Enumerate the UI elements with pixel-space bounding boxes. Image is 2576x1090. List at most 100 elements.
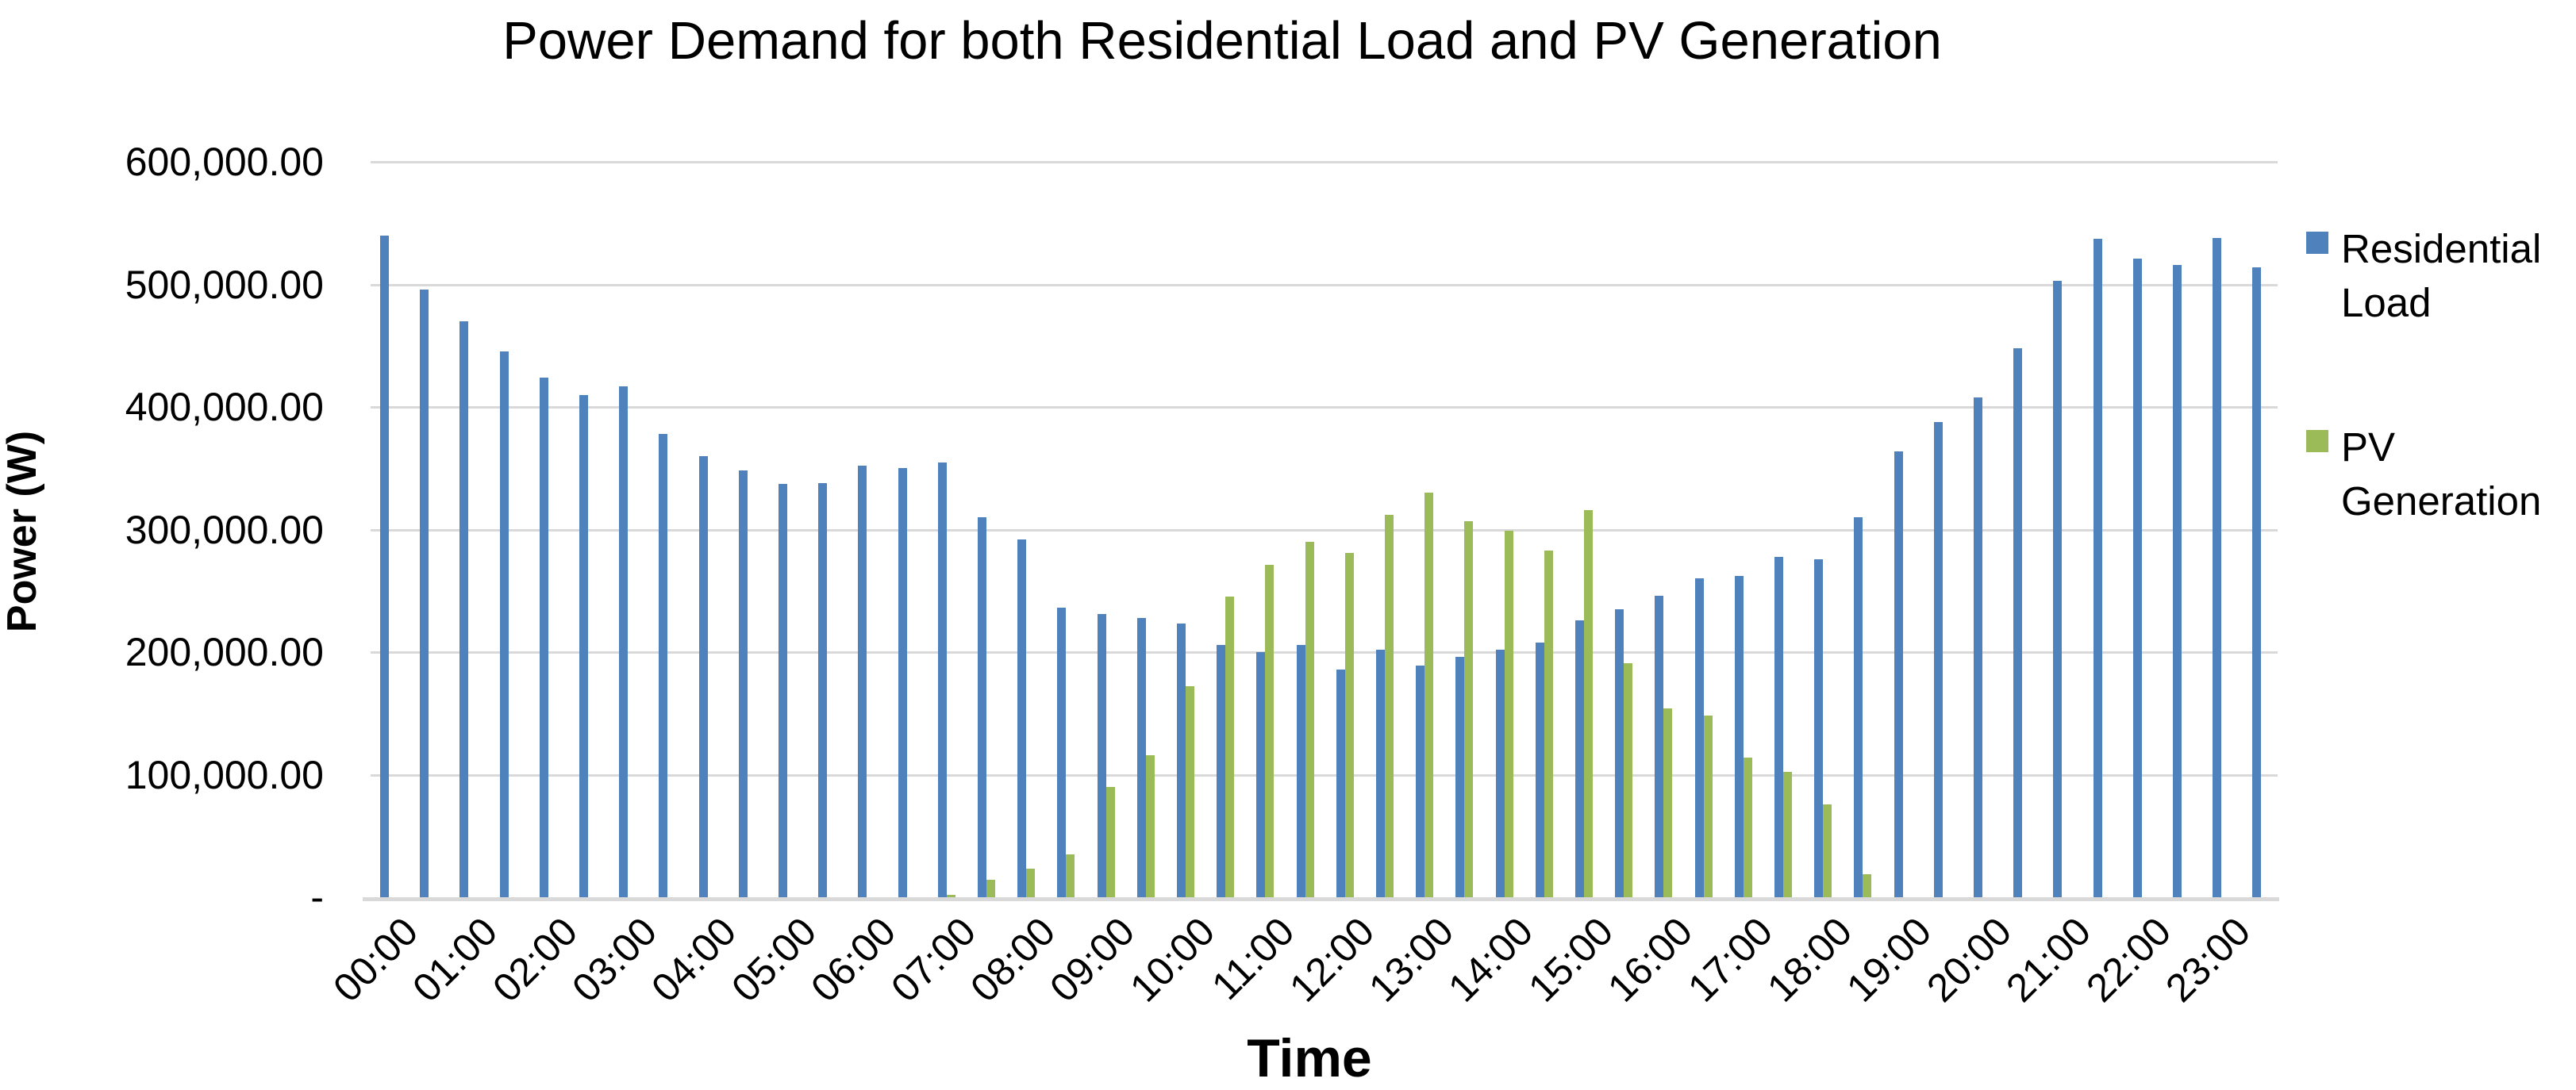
x-axis-tick-label: 15:00 (1520, 908, 1622, 1011)
bar-residential-load (1974, 397, 1982, 897)
gridline (371, 161, 2278, 163)
x-axis-tick-label: 08:00 (962, 908, 1064, 1011)
bar-pv-generation (1663, 708, 1673, 897)
bar-residential-load (818, 482, 828, 897)
y-axis-tick-label: - (310, 875, 324, 919)
bar-residential-load (1177, 624, 1186, 897)
y-axis-tick-label: 100,000.00 (125, 752, 324, 797)
x-axis-tick-label: 21:00 (1997, 908, 2100, 1011)
y-axis-tick-label: 400,000.00 (125, 385, 324, 429)
y-axis-tick-label: 300,000.00 (125, 507, 324, 552)
bar-residential-load (978, 517, 986, 897)
bar-residential-load (499, 351, 509, 897)
bar-residential-load (1495, 649, 1505, 897)
x-axis-tick-label: 01:00 (404, 908, 506, 1011)
bar-residential-load (1455, 657, 1465, 897)
x-axis-tick-label: 04:00 (643, 908, 745, 1011)
x-axis-tick-label: 02:00 (483, 908, 586, 1011)
bar-residential-load (659, 434, 668, 897)
gridline (371, 528, 2278, 532)
bar-pv-generation (1305, 541, 1314, 897)
bar-pv-generation (1105, 786, 1115, 897)
bar-pv-generation (1424, 493, 1434, 897)
x-axis-tick-label: 18:00 (1759, 908, 1861, 1011)
legend: Residential Load PV Generation (2298, 222, 2568, 619)
y-axis-tick-label: 500,000.00 (125, 262, 324, 307)
bar-residential-load (1336, 669, 1345, 897)
bar-pv-generation (986, 880, 995, 897)
bar-residential-load (1814, 558, 1824, 897)
x-axis-tick-label: 03:00 (563, 908, 666, 1011)
bar-pv-generation (1823, 804, 1832, 897)
bar-residential-load (1933, 421, 1943, 897)
x-axis-tick-label: 00:00 (325, 908, 427, 1011)
bar-residential-load (1376, 649, 1385, 897)
x-axis-title: Time (1247, 1028, 1372, 1088)
bar-residential-load (1655, 595, 1664, 897)
x-axis-tick-label: 06:00 (802, 908, 905, 1011)
x-axis-tick-label: 19:00 (1838, 908, 1940, 1011)
x-axis-tick-label: 17:00 (1678, 908, 1781, 1011)
bar-residential-load (579, 394, 588, 897)
gridline (371, 406, 2278, 409)
x-axis-tick-label: 14:00 (1440, 908, 1542, 1011)
bar-residential-load (2053, 280, 2063, 897)
bar-pv-generation (1703, 716, 1713, 897)
bar-pv-generation (1344, 552, 1354, 897)
x-axis-line (363, 897, 2279, 901)
x-axis-tick-label: 20:00 (1918, 908, 2020, 1011)
bar-residential-load (1217, 644, 1226, 897)
bar-residential-load (380, 235, 389, 897)
bar-residential-load (1854, 517, 1863, 897)
x-axis-tick-label: 22:00 (2077, 908, 2179, 1011)
x-axis-tick-label: 13:00 (1360, 908, 1463, 1011)
y-axis-title: Power (W) (0, 430, 45, 633)
bar-residential-load (459, 320, 469, 897)
bar-residential-load (1296, 644, 1305, 897)
gridline (371, 773, 2278, 777)
bar-residential-load (619, 386, 629, 897)
bar-residential-load (1136, 617, 1146, 897)
bar-pv-generation (946, 894, 955, 897)
legend-swatch-pv-generation-icon (2306, 430, 2328, 452)
bar-residential-load (2093, 239, 2102, 897)
x-axis-tick-label: 05:00 (723, 908, 825, 1011)
bar-residential-load (2173, 264, 2182, 897)
bar-pv-generation (1265, 565, 1275, 897)
bar-residential-load (1057, 608, 1067, 897)
bar-pv-generation (1783, 772, 1792, 897)
bar-pv-generation (1624, 662, 1633, 897)
bar-residential-load (779, 484, 787, 897)
bar-residential-load (539, 377, 548, 897)
bar-residential-load (1256, 652, 1266, 897)
bar-residential-load (1535, 642, 1544, 897)
bar-residential-load (2213, 237, 2222, 897)
x-axis-tick-label: 23:00 (2157, 908, 2259, 1011)
bar-residential-load (1774, 556, 1783, 897)
bar-residential-load (698, 455, 708, 897)
x-axis-tick-label: 11:00 (1203, 908, 1303, 1009)
y-axis-tick-label: 200,000.00 (125, 630, 324, 674)
bar-pv-generation (1584, 509, 1593, 897)
bar-pv-generation (1385, 514, 1394, 897)
bar-residential-load (858, 466, 867, 897)
bar-residential-load (1575, 620, 1584, 897)
legend-swatch-residential-load-icon (2306, 232, 2328, 254)
bar-pv-generation (1743, 757, 1752, 897)
bar-pv-generation (1145, 754, 1155, 897)
legend-item-pv-generation: PV Generation (2298, 420, 2568, 528)
bar-pv-generation (1186, 686, 1194, 897)
bar-pv-generation (1066, 854, 1075, 897)
bar-residential-load (1416, 666, 1425, 897)
bar-residential-load (1097, 614, 1106, 897)
x-axis-tick-label: 07:00 (882, 908, 984, 1011)
bar-residential-load (2252, 267, 2262, 897)
bar-pv-generation (1504, 531, 1513, 897)
x-axis-tick-label: 09:00 (1041, 908, 1144, 1011)
bar-residential-load (1017, 539, 1027, 897)
legend-item-residential-load: Residential Load (2298, 222, 2568, 330)
bar-residential-load (2132, 259, 2142, 897)
bar-residential-load (1894, 451, 1903, 897)
bar-residential-load (738, 470, 748, 897)
